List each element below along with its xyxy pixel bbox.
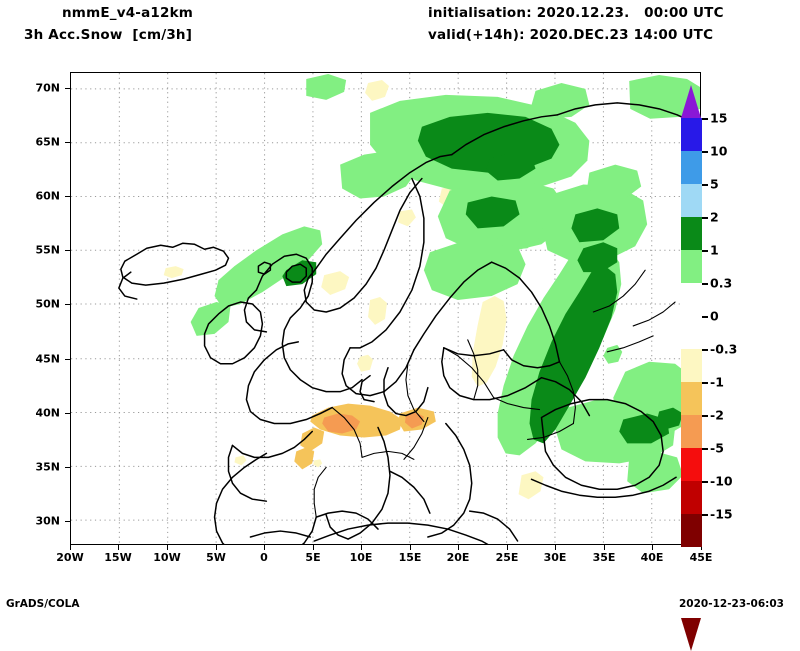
colorbar-segment	[681, 118, 702, 151]
initialisation-time-label: initialisation: 2020.12.23. 00:00 UTC	[428, 5, 724, 21]
map-plot-area	[70, 72, 701, 545]
colorbar-top-arrow	[681, 85, 701, 118]
ytick	[65, 359, 70, 360]
xtick	[313, 545, 314, 550]
ytick-label: 45N	[35, 352, 60, 366]
colorbar-label: 10	[710, 143, 728, 159]
colorbar-tick	[702, 448, 708, 450]
colorbar-label: -2	[710, 407, 724, 423]
xtick	[507, 545, 508, 550]
ytick-label: 55N	[35, 243, 60, 257]
ytick-label: 40N	[35, 406, 60, 420]
xtick	[458, 545, 459, 550]
xtick-label: 20E	[446, 551, 470, 564]
colorbar-label: 15	[710, 110, 728, 126]
colorbar-segment	[681, 349, 702, 382]
xtick	[264, 545, 265, 550]
colorbar-tick	[702, 481, 708, 483]
colorbar-tick	[702, 349, 708, 351]
ytick	[65, 196, 70, 197]
ytick	[65, 250, 70, 251]
colorbar-segment	[681, 481, 702, 514]
colorbar-tick	[702, 514, 708, 516]
colorbar-segment	[681, 415, 702, 448]
xtick-label: 40E	[640, 551, 664, 564]
colorbar-segment	[681, 250, 702, 283]
xtick	[70, 545, 71, 550]
colorbar-label: 1	[710, 242, 719, 258]
colorbar-label: 5	[710, 176, 719, 192]
ytick	[65, 142, 70, 143]
xtick	[167, 545, 168, 550]
weather-map-page: nmmE_v4-a12km 3h Acc.Snow [cm/3h] initia…	[6, 5, 784, 610]
xtick-label: 15W	[104, 551, 132, 564]
xtick-label: 10E	[349, 551, 373, 564]
model-name-label: nmmE_v4-a12km	[62, 5, 194, 21]
ytick	[65, 521, 70, 522]
ytick-label: 70N	[35, 81, 60, 95]
colorbar-label: -10	[710, 473, 733, 489]
xtick	[555, 545, 556, 550]
xtick-label: 5E	[305, 551, 321, 564]
colorbar-tick	[702, 118, 708, 120]
ytick-label: 65N	[35, 135, 60, 149]
snow-accumulation-shading	[163, 73, 700, 500]
colorbar-bottom-arrow	[681, 618, 701, 651]
ytick-label: 35N	[35, 460, 60, 474]
colorbar-tick	[702, 184, 708, 186]
ytick-label: 50N	[35, 297, 60, 311]
colorbar-segment	[681, 151, 702, 184]
xtick	[118, 545, 119, 550]
ytick	[65, 413, 70, 414]
xtick	[701, 545, 702, 550]
xtick	[410, 545, 411, 550]
colorbar-tick	[702, 250, 708, 252]
colorbar-label: -5	[710, 440, 724, 456]
colorbar-tick	[702, 283, 708, 285]
xtick-label: 15E	[398, 551, 422, 564]
colorbar-segment	[681, 448, 702, 481]
colorbar-label: -15	[710, 506, 733, 522]
xtick-label: 20W	[56, 551, 84, 564]
generated-timestamp-label: 2020-12-23-06:03	[679, 598, 784, 610]
ytick-label: 30N	[35, 514, 60, 528]
colorbar-label: 0	[710, 308, 719, 324]
colorbar-tick	[702, 316, 708, 318]
colorbar-label: -0.3	[710, 341, 738, 357]
map-canvas	[71, 73, 700, 544]
xtick-label: 25E	[495, 551, 519, 564]
ytick-label: 60N	[35, 189, 60, 203]
xtick-label: 45E	[689, 551, 713, 564]
xtick	[652, 545, 653, 550]
colorbar-segment	[681, 283, 702, 316]
colorbar-segment	[681, 184, 702, 217]
xtick-label: 30E	[543, 551, 567, 564]
xtick-label: 10W	[153, 551, 181, 564]
colorbar-tick	[702, 415, 708, 417]
xtick	[216, 545, 217, 550]
colorbar-label: 0.3	[710, 275, 733, 291]
xtick-label: 35E	[592, 551, 616, 564]
colorbar-label: -1	[710, 374, 724, 390]
ytick	[65, 88, 70, 89]
ytick	[65, 304, 70, 305]
field-name-label: 3h Acc.Snow [cm/3h]	[24, 27, 193, 43]
colorbar-segment	[681, 217, 702, 250]
colorbar	[681, 118, 702, 547]
colorbar-label: 2	[710, 209, 719, 225]
xtick	[361, 545, 362, 550]
producer-label: GrADS/COLA	[6, 598, 80, 610]
colorbar-tick	[702, 217, 708, 219]
xtick	[604, 545, 605, 550]
colorbar-segment	[681, 514, 702, 547]
ytick	[65, 467, 70, 468]
xtick-label: 5W	[206, 551, 226, 564]
colorbar-tick	[702, 382, 708, 384]
colorbar-segment	[681, 382, 702, 415]
valid-time-label: valid(+14h): 2020.DEC.23 14:00 UTC	[428, 27, 714, 43]
colorbar-tick	[702, 151, 708, 153]
xtick-label: 0	[260, 551, 268, 564]
colorbar-segment	[681, 316, 702, 349]
